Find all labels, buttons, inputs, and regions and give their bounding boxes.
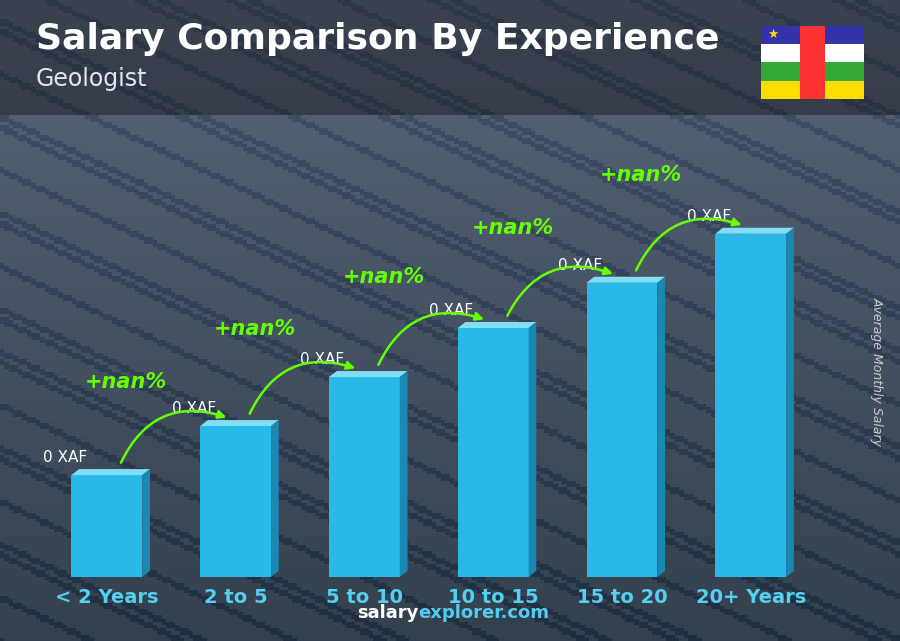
Text: +nan%: +nan% bbox=[85, 372, 167, 392]
Text: 0 XAF: 0 XAF bbox=[43, 450, 87, 465]
Text: explorer.com: explorer.com bbox=[418, 604, 550, 622]
Polygon shape bbox=[142, 469, 150, 577]
Bar bbox=[329, 377, 400, 577]
Polygon shape bbox=[71, 469, 150, 475]
Text: +nan%: +nan% bbox=[343, 267, 425, 287]
Bar bbox=[716, 234, 786, 577]
Text: 0 XAF: 0 XAF bbox=[172, 401, 216, 416]
Polygon shape bbox=[786, 228, 794, 577]
Bar bbox=[760, 26, 864, 44]
Polygon shape bbox=[400, 371, 408, 577]
Text: +nan%: +nan% bbox=[600, 165, 682, 185]
Bar bbox=[71, 475, 142, 577]
Text: salary: salary bbox=[357, 604, 418, 622]
Bar bbox=[760, 62, 864, 81]
Polygon shape bbox=[716, 228, 794, 234]
Polygon shape bbox=[271, 420, 279, 577]
Text: +nan%: +nan% bbox=[214, 319, 296, 339]
Polygon shape bbox=[587, 277, 665, 283]
Polygon shape bbox=[329, 371, 408, 377]
Bar bbox=[458, 328, 528, 577]
Text: ★: ★ bbox=[768, 28, 778, 41]
Bar bbox=[760, 44, 864, 62]
Text: 0 XAF: 0 XAF bbox=[687, 209, 731, 224]
Text: Average Monthly Salary: Average Monthly Salary bbox=[871, 297, 884, 446]
Polygon shape bbox=[657, 277, 665, 577]
Text: +nan%: +nan% bbox=[472, 217, 554, 238]
Bar bbox=[800, 26, 824, 99]
Text: Salary Comparison By Experience: Salary Comparison By Experience bbox=[36, 22, 719, 56]
Bar bbox=[200, 426, 271, 577]
Text: 0 XAF: 0 XAF bbox=[429, 303, 473, 318]
Text: 0 XAF: 0 XAF bbox=[301, 353, 345, 367]
Bar bbox=[587, 283, 657, 577]
Polygon shape bbox=[528, 322, 536, 577]
Polygon shape bbox=[200, 420, 279, 426]
Text: 0 XAF: 0 XAF bbox=[558, 258, 602, 273]
Polygon shape bbox=[458, 322, 536, 328]
Text: Geologist: Geologist bbox=[36, 67, 148, 91]
Bar bbox=[760, 81, 864, 99]
